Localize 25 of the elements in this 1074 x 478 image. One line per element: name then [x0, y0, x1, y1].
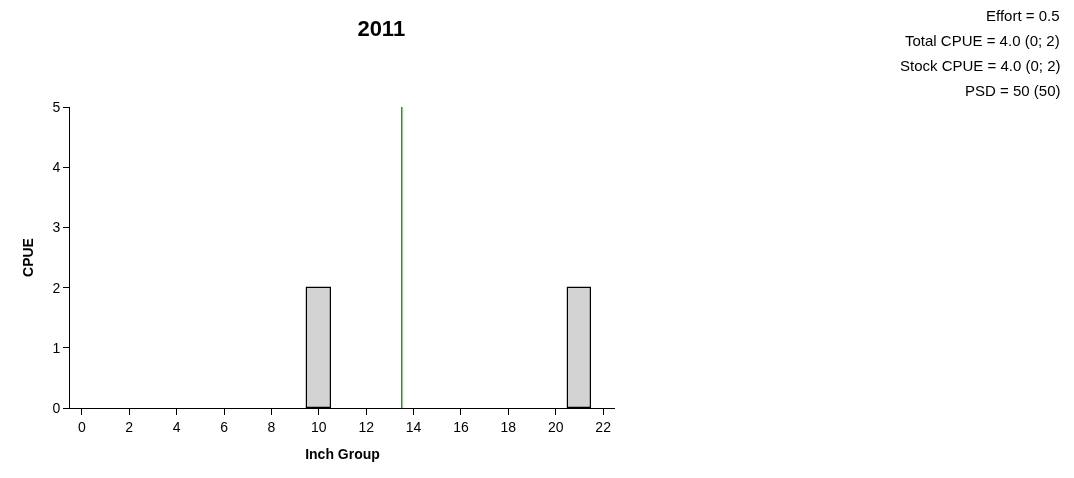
y-tick-label: 2 [52, 279, 61, 296]
x-tick-label: 10 [311, 418, 327, 435]
chart-title: 2011 [357, 16, 406, 42]
y-tick-label: 4 [52, 159, 61, 176]
x-tick-label: 22 [595, 418, 612, 435]
x-tick-label: 2 [125, 418, 134, 435]
x-tick-label: 20 [547, 418, 564, 435]
y-axis-title: CPUE [20, 238, 36, 277]
x-tick-label: 18 [500, 418, 517, 435]
text: Effort = 0.5 [986, 7, 1060, 24]
x-tick-label: 16 [453, 418, 469, 435]
x-tick-label: 6 [220, 418, 229, 435]
x-tick-label: 14 [405, 418, 422, 435]
text: Stock CPUE = 4.0 (0; 2) [900, 57, 1061, 74]
x-tick-label: 12 [358, 418, 375, 435]
y-tick-label: 0 [52, 399, 61, 416]
x-axis-title: Inch Group [305, 446, 380, 463]
y-tick-label: 3 [52, 219, 61, 236]
y-tick-label: 5 [52, 98, 61, 115]
x-tick-label: 4 [172, 418, 181, 435]
x-tick-label: 8 [267, 418, 276, 435]
y-tick-label: 1 [52, 339, 61, 356]
text: PSD = 50 (50) [965, 82, 1061, 99]
text: Total CPUE = 4.0 (0; 2) [905, 32, 1060, 49]
x-tick-label: 0 [77, 418, 86, 435]
